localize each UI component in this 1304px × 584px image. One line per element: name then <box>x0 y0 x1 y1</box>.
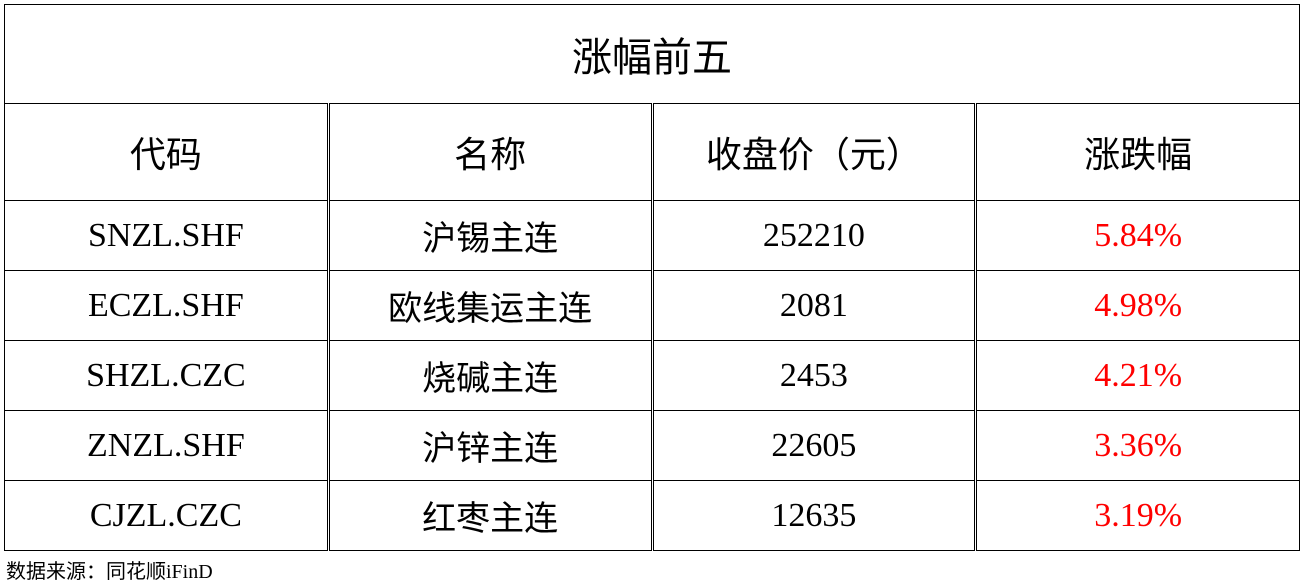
header-code: 代码 <box>5 104 329 201</box>
cell-name: 烧碱主连 <box>328 341 652 411</box>
cell-change: 4.21% <box>976 341 1300 411</box>
header-name: 名称 <box>328 104 652 201</box>
table-row: ECZL.SHF 欧线集运主连 2081 4.98% <box>5 271 1300 341</box>
cell-code: SHZL.CZC <box>5 341 329 411</box>
cell-price: 12635 <box>652 481 976 551</box>
cell-change: 3.19% <box>976 481 1300 551</box>
cell-code: SNZL.SHF <box>5 201 329 271</box>
data-source: 数据来源：同花顺iFinD <box>4 551 1300 584</box>
cell-code: CJZL.CZC <box>5 481 329 551</box>
header-price: 收盘价（元） <box>652 104 976 201</box>
cell-name: 欧线集运主连 <box>328 271 652 341</box>
cell-name: 红枣主连 <box>328 481 652 551</box>
table-row: ZNZL.SHF 沪锌主连 22605 3.36% <box>5 411 1300 481</box>
cell-change: 3.36% <box>976 411 1300 481</box>
cell-change: 4.98% <box>976 271 1300 341</box>
cell-price: 252210 <box>652 201 976 271</box>
table-header-row: 代码 名称 收盘价（元） 涨跌幅 <box>5 104 1300 201</box>
cell-code: ECZL.SHF <box>5 271 329 341</box>
cell-change: 5.84% <box>976 201 1300 271</box>
table-title: 涨幅前五 <box>5 5 1300 104</box>
cell-name: 沪锡主连 <box>328 201 652 271</box>
cell-price: 2453 <box>652 341 976 411</box>
header-change: 涨跌幅 <box>976 104 1300 201</box>
table-title-row: 涨幅前五 <box>5 5 1300 104</box>
cell-code: ZNZL.SHF <box>5 411 329 481</box>
cell-name: 沪锌主连 <box>328 411 652 481</box>
table-row: CJZL.CZC 红枣主连 12635 3.19% <box>5 481 1300 551</box>
cell-price: 2081 <box>652 271 976 341</box>
gainers-table: 涨幅前五 代码 名称 收盘价（元） 涨跌幅 SNZL.SHF 沪锡主连 2522… <box>4 4 1300 551</box>
table-row: SHZL.CZC 烧碱主连 2453 4.21% <box>5 341 1300 411</box>
cell-price: 22605 <box>652 411 976 481</box>
table-row: SNZL.SHF 沪锡主连 252210 5.84% <box>5 201 1300 271</box>
